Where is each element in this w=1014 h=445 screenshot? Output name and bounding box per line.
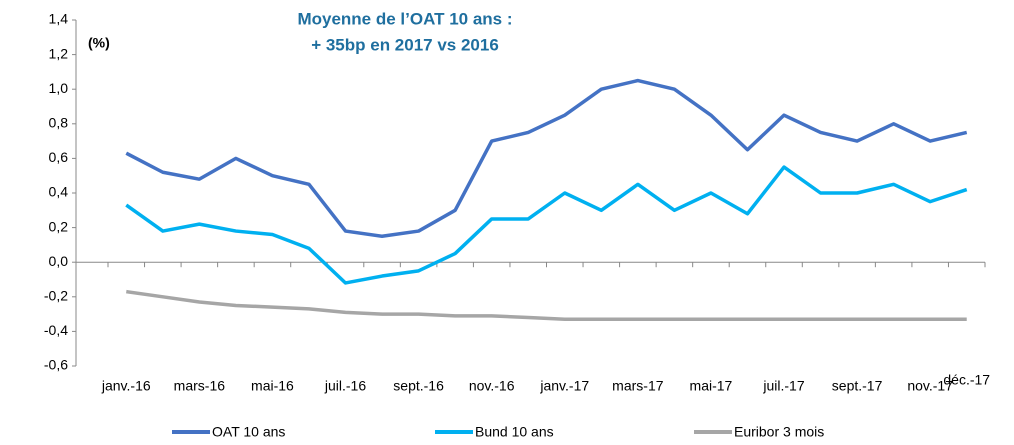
y-tick-label: 0,2	[49, 218, 69, 234]
y-tick-label: 1,4	[49, 11, 69, 27]
x-tick-label: juil.-17	[762, 378, 804, 394]
y-tick-label: 1,0	[49, 80, 69, 96]
y-tick-label: -0,2	[44, 288, 68, 304]
series-line	[125, 165, 968, 285]
y-tick-label: 1,2	[49, 45, 69, 61]
legend-label: Euribor 3 mois	[734, 424, 824, 440]
x-tick-label: déc.-17	[943, 372, 990, 388]
y-tick-label: 0,8	[49, 115, 69, 131]
x-tick-label: juil.-16	[324, 378, 366, 394]
series-line	[126, 289, 967, 322]
chart-title: + 35bp en 2017 vs 2016	[311, 35, 499, 54]
x-tick-label: mai-17	[690, 378, 733, 394]
x-tick-label: mars-17	[612, 378, 664, 394]
x-tick-label: mars-16	[174, 378, 226, 394]
x-tick-label: janv.-16	[101, 378, 151, 394]
x-tick-label: sept.-17	[832, 378, 883, 394]
x-tick-label: nov.-16	[469, 378, 515, 394]
x-tick-label: janv.-17	[539, 378, 589, 394]
y-tick-label: 0,0	[49, 253, 69, 269]
legend-label: Bund 10 ans	[475, 424, 554, 440]
chart-title: Moyenne de l’OAT 10 ans :	[297, 9, 512, 28]
y-tick-label: 0,4	[49, 184, 69, 200]
legend-label: OAT 10 ans	[212, 424, 285, 440]
x-tick-label: sept.-16	[393, 378, 444, 394]
y-axis-label: (%)	[88, 35, 110, 51]
y-tick-label: -0,6	[44, 357, 68, 373]
x-tick-label: mai-16	[251, 378, 294, 394]
y-tick-label: -0,4	[44, 322, 68, 338]
x-tick-label: nov.-17	[907, 378, 953, 394]
series-line	[125, 78, 968, 238]
y-tick-label: 0,6	[49, 149, 69, 165]
